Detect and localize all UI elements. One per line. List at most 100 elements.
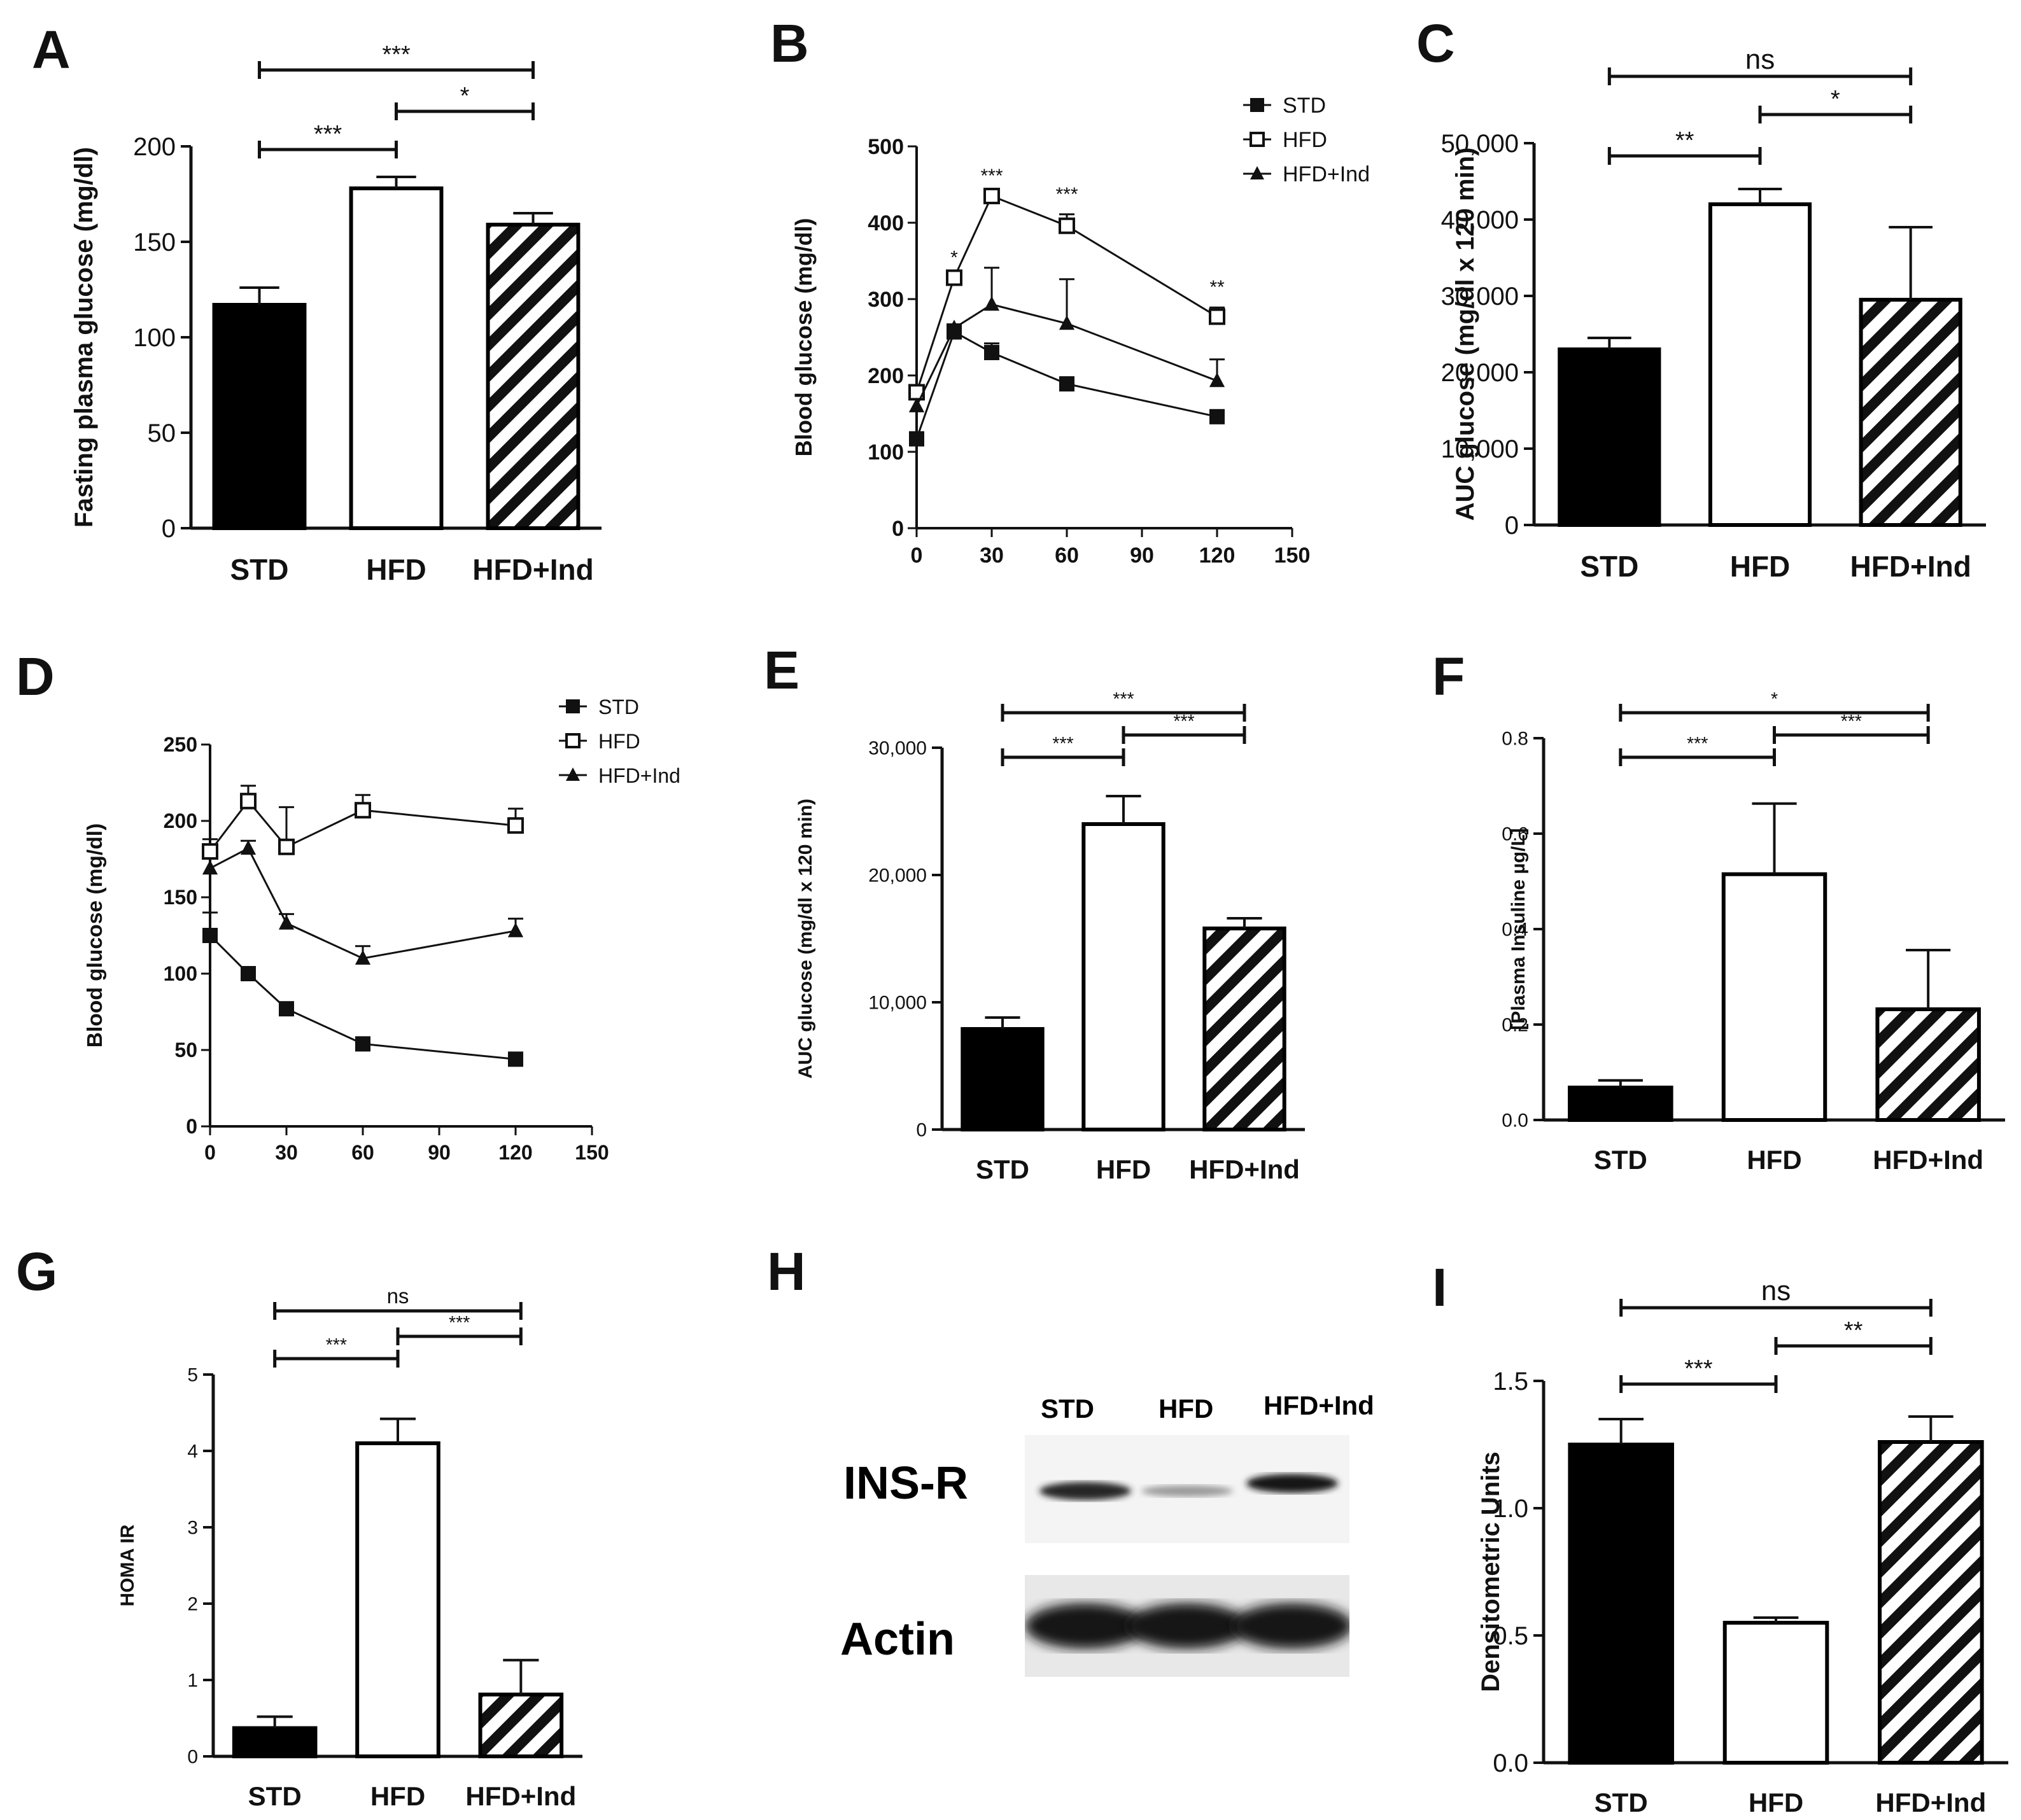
x-tick-label-b: 90 xyxy=(1130,543,1154,568)
x-tick-label-b: 60 xyxy=(1055,543,1079,568)
blot-image xyxy=(1025,1435,1349,1677)
legend-label-d: HFD xyxy=(598,730,640,753)
data-point-b-2 xyxy=(908,397,925,412)
y-tick-label-d: 0 xyxy=(186,1115,197,1138)
y-tick-label-e: 10,000 xyxy=(868,993,927,1014)
y-tick-label-e: 20,000 xyxy=(868,865,927,886)
sig-label-i: ** xyxy=(1844,1317,1863,1344)
y-tick-label-c: 50,000 xyxy=(1441,130,1519,158)
chart-blood-glucose-itt-d: 0 50 100 150 200 250 0 30 60 90 120 150 Blood glucos… xyxy=(83,696,680,1164)
x-tick-label-d: 150 xyxy=(575,1141,609,1164)
data-point-d-1 xyxy=(355,802,371,819)
legend-label-d: HFD+Ind xyxy=(598,764,680,787)
legend-marker-b xyxy=(1250,98,1264,112)
y-axis-label-g: HOMA IR xyxy=(117,1524,138,1606)
x-tick-label-f: HFD+Ind xyxy=(1873,1145,1983,1175)
legend-marker-d xyxy=(566,767,580,781)
data-point-d-1 xyxy=(202,843,218,860)
y-tick-label-b: 200 xyxy=(868,364,904,388)
y-tick-label-d: 150 xyxy=(164,886,197,909)
data-point-b-2 xyxy=(983,296,1000,311)
y-axis-label-c: AUC glucose (mg/dl x 120 min) xyxy=(1451,148,1479,521)
x-tick-label-c: HFD+Ind xyxy=(1850,550,1971,583)
bar-f-0 xyxy=(1568,1086,1673,1122)
y-tick-label-a: 50 xyxy=(148,419,176,447)
y-tick-label-g: 4 xyxy=(187,1441,198,1462)
data-point-d-0 xyxy=(355,1036,370,1052)
x-tick-label-d: 90 xyxy=(428,1141,451,1164)
blot-row-label-actin: Actin xyxy=(840,1614,955,1665)
x-tick-label-b: 120 xyxy=(1199,543,1236,568)
x-tick-label-c: STD xyxy=(1580,550,1638,583)
data-point-d-1 xyxy=(507,817,524,834)
y-tick-label-f: 0.0 xyxy=(1502,1110,1528,1131)
sig-label-f: *** xyxy=(1687,734,1708,754)
x-tick-label-b: 30 xyxy=(980,543,1004,568)
sig-label-e: *** xyxy=(1173,711,1194,732)
blot-lane-label-hfd: HFD xyxy=(1158,1394,1214,1424)
bar-c-1 xyxy=(1708,202,1812,527)
bar-a-2 xyxy=(486,223,581,530)
x-tick-label-d: 60 xyxy=(351,1141,374,1164)
y-tick-label-i: 1.5 xyxy=(1493,1368,1528,1396)
bar-c-0 xyxy=(1558,347,1661,527)
y-tick-label-b: 500 xyxy=(868,135,904,159)
data-point-d-2 xyxy=(355,949,371,965)
y-tick-label-g: 3 xyxy=(187,1518,198,1539)
x-tick-label-g: HFD xyxy=(370,1781,425,1811)
bar-g-2 xyxy=(478,1692,564,1758)
x-tick-label-e: HFD+Ind xyxy=(1189,1154,1300,1184)
y-tick-label-i: 1.0 xyxy=(1493,1495,1528,1523)
data-point-d-2 xyxy=(240,840,257,855)
sig-label-f: *** xyxy=(1841,711,1862,732)
data-point-d-0 xyxy=(279,1001,294,1017)
y-tick-label-f: 0.8 xyxy=(1502,729,1528,750)
panel-letter-a: A xyxy=(32,20,71,80)
series-line-d-2 xyxy=(209,847,516,960)
data-point-d-0 xyxy=(202,928,218,943)
data-point-d-0 xyxy=(241,966,256,981)
data-point-b-0 xyxy=(1059,376,1074,392)
data-point-d-2 xyxy=(507,922,524,937)
data-point-d-2 xyxy=(278,914,295,930)
data-point-d-1 xyxy=(278,838,295,855)
data-point-b-0 xyxy=(984,345,999,360)
y-tick-label-e: 0 xyxy=(916,1120,927,1141)
legend-marker-b xyxy=(1250,166,1264,179)
chart-blood-glucose-gtt-b: 0 100 200 300 400 500 0 30 60 90 120 150 Blood gluco… xyxy=(791,94,1370,568)
x-tick-label-d: 0 xyxy=(204,1141,216,1164)
x-tick-label-d: 30 xyxy=(275,1141,298,1164)
x-tick-label-c: HFD xyxy=(1730,550,1791,583)
y-tick-label-f: 0.4 xyxy=(1502,920,1528,941)
y-tick-label-d: 50 xyxy=(174,1039,197,1061)
y-tick-label-c: 10,000 xyxy=(1441,435,1519,463)
y-tick-label-e: 30,000 xyxy=(868,738,927,759)
y-tick-label-c: 20,000 xyxy=(1441,359,1519,387)
y-axis-label-a: Fasting plasma glucose (mg/dl) xyxy=(70,147,98,528)
sig-annotation-b: *** xyxy=(1055,184,1078,205)
sig-annotation-b: ** xyxy=(1209,277,1225,298)
bar-i-2 xyxy=(1878,1440,1984,1765)
x-tick-label-a: HFD+Ind xyxy=(472,553,593,586)
y-tick-label-g: 2 xyxy=(187,1594,198,1615)
legend-label-d: STD xyxy=(598,696,639,718)
x-tick-label-f: HFD xyxy=(1747,1145,1801,1175)
y-tick-label-i: 0.5 xyxy=(1493,1622,1528,1650)
y-tick-label-c: 40,000 xyxy=(1441,206,1519,234)
blot-band-actin-1 xyxy=(1127,1603,1248,1649)
y-axis-label-b: Blood glucose (mg/dl) xyxy=(791,218,817,457)
y-tick-label-g: 1 xyxy=(187,1670,198,1691)
sig-label-c: ** xyxy=(1675,127,1694,154)
blot-row-label-ins-r: INS-R xyxy=(843,1458,968,1509)
sig-label-a: * xyxy=(460,83,470,109)
sig-label-e: *** xyxy=(1113,689,1134,710)
bar-c-2 xyxy=(1859,298,1962,527)
chart-homa-ir: 0 1 2 3 4 5 HOMA IR STD HFD HFD+Ind *** *** ns xyxy=(117,1284,582,1811)
data-point-b-1 xyxy=(1059,217,1075,234)
y-tick-label-b: 300 xyxy=(868,288,904,312)
sig-label-a: *** xyxy=(382,41,411,68)
sig-label-i: *** xyxy=(1684,1355,1713,1382)
x-tick-label-i: STD xyxy=(1595,1788,1648,1817)
data-point-b-0 xyxy=(1209,409,1225,424)
